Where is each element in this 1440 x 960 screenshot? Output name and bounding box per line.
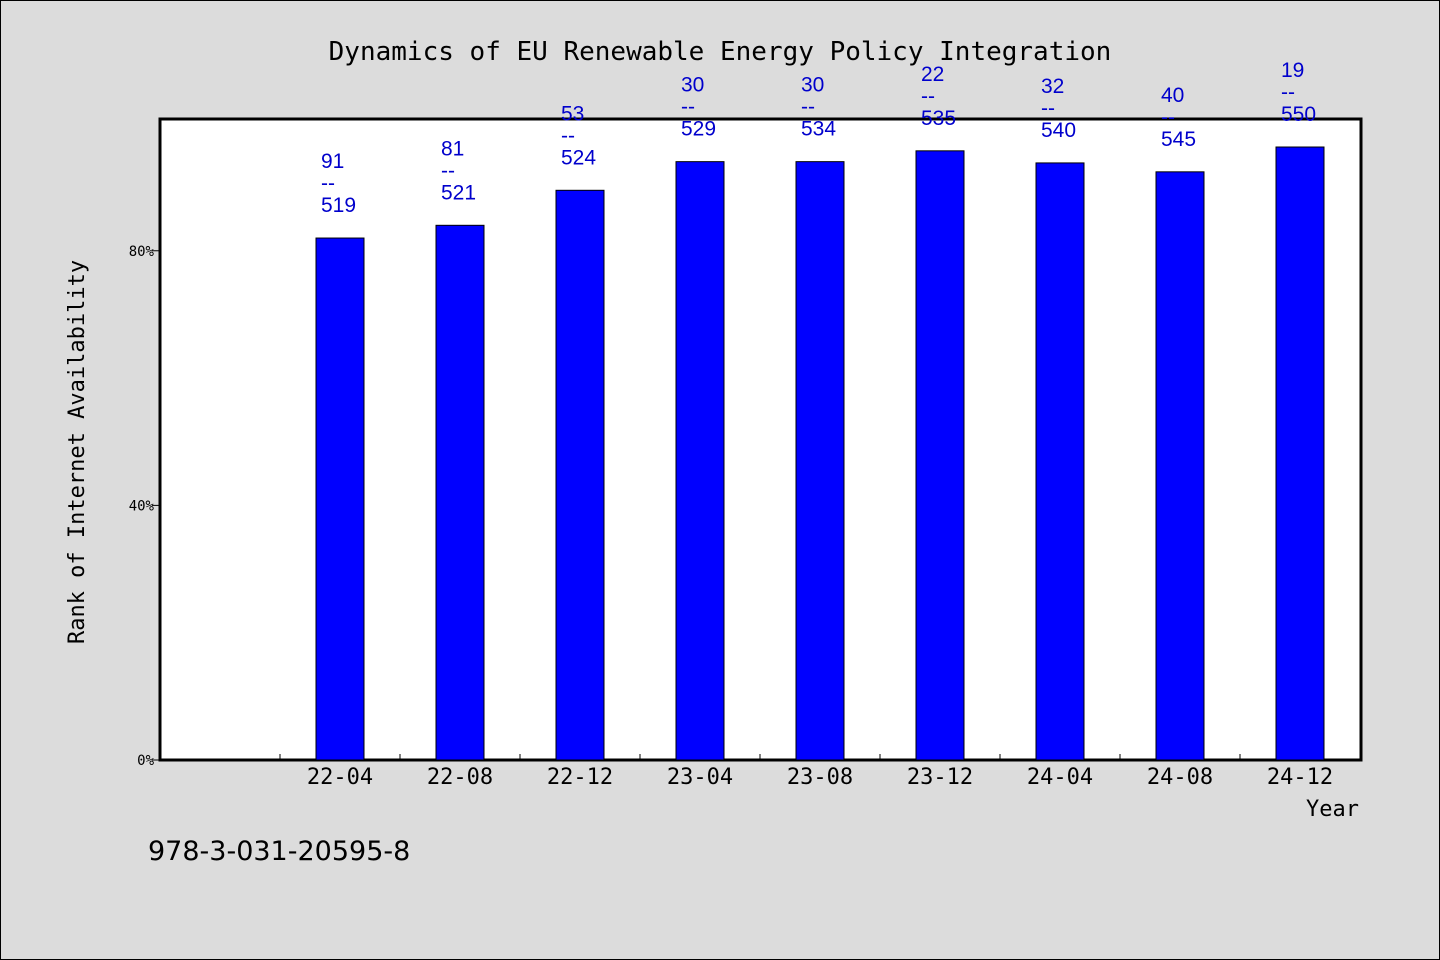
bar-label-bottom: 545 — [1161, 128, 1196, 151]
bar-label-top: 30 — [681, 74, 704, 97]
y-tick-label: 40% — [129, 498, 155, 514]
bar-label-separator: -- — [801, 96, 815, 119]
x-axis-label: Year — [1306, 797, 1359, 822]
y-tick-label: 80% — [129, 244, 155, 260]
bar-label-top: 32 — [1041, 75, 1064, 98]
x-tick-label: 22-08 — [427, 765, 493, 790]
bar-label-bottom: 519 — [321, 194, 356, 217]
x-tick-label: 23-08 — [787, 765, 853, 790]
bar-label-separator: -- — [1281, 81, 1295, 104]
bar-label-top: 19 — [1281, 59, 1304, 82]
chart-marks: 0%40%80%22-0491--51922-0881--52122-1253-… — [129, 59, 1361, 790]
bar-label-top: 22 — [921, 63, 944, 86]
x-tick-label: 24-12 — [1267, 765, 1333, 790]
bar-label-bottom: 521 — [441, 181, 476, 204]
bar-label-separator: -- — [441, 159, 455, 182]
bar-label-top: 91 — [321, 150, 344, 173]
bar — [1035, 162, 1085, 761]
bar-label-separator: -- — [681, 96, 695, 119]
bar — [795, 161, 845, 761]
bar-label-separator: -- — [321, 172, 335, 195]
bar-label-top: 53 — [561, 102, 584, 125]
y-tick-label: 0% — [137, 753, 154, 769]
bar — [675, 161, 725, 761]
bar — [555, 189, 605, 761]
bar-label-bottom: 529 — [681, 118, 716, 141]
y-axis-label: Rank of Internet Availability — [65, 260, 90, 644]
bar-label-bottom: 535 — [921, 107, 956, 130]
bar-label-separator: -- — [1041, 97, 1055, 120]
bar — [1275, 146, 1325, 761]
bar — [315, 237, 365, 761]
bar-label-bottom: 540 — [1041, 119, 1076, 142]
bar-label-top: 30 — [801, 74, 824, 97]
bar — [915, 150, 965, 761]
bar-label-top: 40 — [1161, 84, 1184, 107]
bar — [435, 224, 485, 761]
bar-label-bottom: 534 — [801, 118, 836, 141]
x-tick-label: 24-04 — [1027, 765, 1093, 790]
bar-label-top: 81 — [441, 137, 464, 160]
bar — [1155, 171, 1205, 761]
bar-label-bottom: 524 — [561, 146, 596, 169]
x-tick-label: 22-04 — [307, 765, 373, 790]
x-tick-label: 23-04 — [667, 765, 733, 790]
bar-label-separator: -- — [561, 124, 575, 147]
bar-label-separator: -- — [921, 85, 935, 108]
isbn-text: 978-3-031-20595-8 — [148, 836, 411, 867]
x-tick-label: 24-08 — [1147, 765, 1213, 790]
chart-title: Dynamics of EU Renewable Energy Policy I… — [329, 37, 1112, 67]
x-tick-label: 23-12 — [907, 765, 973, 790]
bar-label-separator: -- — [1161, 106, 1175, 129]
x-tick-label: 22-12 — [547, 765, 613, 790]
bar-label-bottom: 550 — [1281, 103, 1316, 126]
